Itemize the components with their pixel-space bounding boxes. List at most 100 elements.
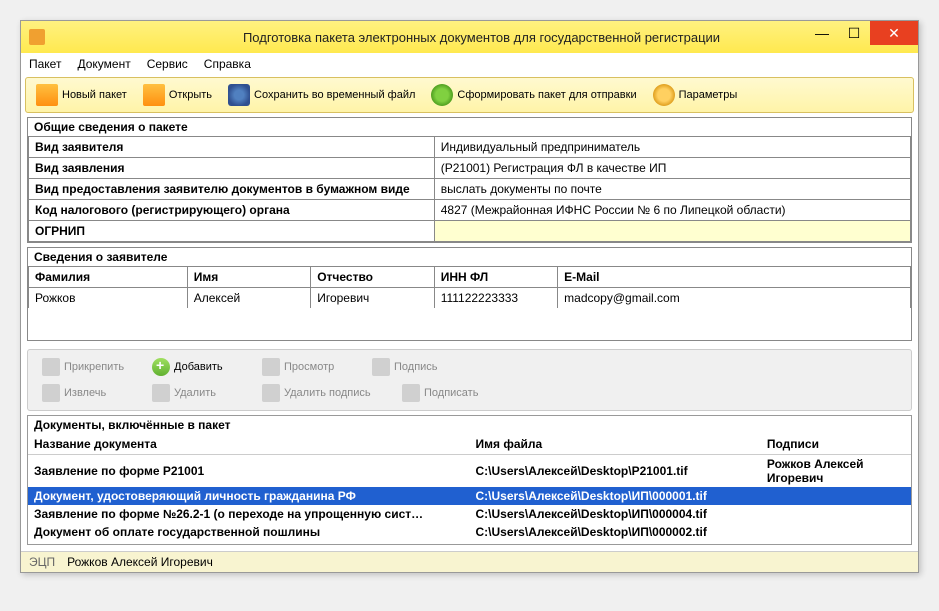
form-package-button[interactable]: Сформировать пакет для отправки bbox=[425, 82, 642, 108]
col-sig: Подписи bbox=[761, 434, 911, 455]
grid-cell[interactable]: madcopy@gmail.com bbox=[558, 288, 911, 308]
save-temp-button[interactable]: Сохранить во временный файл bbox=[222, 82, 421, 108]
disk-icon bbox=[228, 84, 250, 106]
table-row[interactable]: Заявление по форме №26.2-1 (о переходе н… bbox=[28, 505, 911, 523]
table-cell: C:\Users\Алексей\Desktop\ИП\000002.tif bbox=[470, 523, 761, 541]
btn-label: Извлечь bbox=[64, 387, 106, 399]
section-title: Общие сведения о пакете bbox=[28, 118, 911, 136]
open-button[interactable]: Открыть bbox=[137, 82, 218, 108]
col-file: Имя файла bbox=[470, 434, 761, 455]
btn-label: Удалить подпись bbox=[284, 387, 371, 399]
add-button[interactable]: Добавить bbox=[144, 356, 254, 378]
table-cell: Заявление по форме №26.2-1 (о переходе н… bbox=[28, 505, 470, 523]
package-info-section: Общие сведения о пакете Вид заявителяИнд… bbox=[27, 117, 912, 243]
grid-header: E-Mail bbox=[558, 267, 911, 288]
info-value[interactable]: Индивидуальный предприниматель bbox=[434, 137, 910, 158]
toolbar-label: Открыть bbox=[169, 89, 212, 101]
btn-label: Удалить bbox=[174, 387, 216, 399]
app-window: Подготовка пакета электронных документов… bbox=[20, 20, 919, 573]
table-cell bbox=[761, 523, 911, 541]
titlebar[interactable]: Подготовка пакета электронных документов… bbox=[21, 21, 918, 53]
status-label: ЭЦП bbox=[29, 555, 55, 569]
add-icon bbox=[152, 358, 170, 376]
table-cell: C:\Users\Алексей\Desktop\ИП\000001.tif bbox=[470, 487, 761, 505]
view-button[interactable]: Просмотр bbox=[254, 356, 364, 378]
grid-header: Отчество bbox=[311, 267, 434, 288]
section-title: Сведения о заявителе bbox=[28, 248, 911, 266]
section-title: Документы, включённые в пакет bbox=[28, 416, 911, 434]
table-cell: C:\Users\Алексей\Desktop\Р21001.tif bbox=[470, 455, 761, 488]
menu-package[interactable]: Пакет bbox=[29, 57, 61, 71]
maximize-button[interactable]: ☐ bbox=[838, 21, 870, 45]
toolbar-label: Параметры bbox=[679, 89, 738, 101]
applicant-grid: ФамилияИмяОтчествоИНН ФЛE-Mail bbox=[28, 266, 911, 288]
extract-icon bbox=[42, 384, 60, 402]
toolbar-label: Сформировать пакет для отправки bbox=[457, 89, 636, 101]
info-label: Вид предоставления заявителю документов … bbox=[29, 179, 435, 200]
folder-open-icon bbox=[143, 84, 165, 106]
view-icon bbox=[262, 358, 280, 376]
col-name: Название документа bbox=[28, 434, 470, 455]
table-cell bbox=[761, 487, 911, 505]
close-button[interactable]: ✕ bbox=[870, 21, 918, 45]
folder-icon bbox=[36, 84, 58, 106]
info-label: Вид заявления bbox=[29, 158, 435, 179]
signature-icon bbox=[372, 358, 390, 376]
status-value: Рожков Алексей Игоревич bbox=[67, 555, 213, 569]
extract-button[interactable]: Извлечь bbox=[34, 382, 144, 404]
grid-header: ИНН ФЛ bbox=[434, 267, 557, 288]
delete-sig-icon bbox=[262, 384, 280, 402]
applicant-section: Сведения о заявителе ФамилияИмяОтчествоИ… bbox=[27, 247, 912, 341]
info-value[interactable]: выслать документы по почте bbox=[434, 179, 910, 200]
menu-document[interactable]: Документ bbox=[77, 57, 130, 71]
info-value[interactable] bbox=[434, 221, 910, 242]
toolbar-label: Новый пакет bbox=[62, 89, 127, 101]
toolbar-label: Сохранить во временный файл bbox=[254, 89, 415, 101]
minimize-button[interactable]: — bbox=[806, 21, 838, 45]
window-title: Подготовка пакета электронных документов… bbox=[53, 30, 910, 45]
info-label: Вид заявителя bbox=[29, 137, 435, 158]
attach-icon bbox=[42, 358, 60, 376]
document-toolbar: Прикрепить Добавить Просмотр Подпись Изв… bbox=[27, 349, 912, 411]
table-cell: Рожков Алексей Игоревич bbox=[761, 455, 911, 488]
params-button[interactable]: Параметры bbox=[647, 82, 744, 108]
grid-cell[interactable]: 111122223333 bbox=[434, 288, 557, 308]
btn-label: Прикрепить bbox=[64, 361, 124, 373]
delete-signature-button[interactable]: Удалить подпись bbox=[254, 382, 394, 404]
info-label: ОГРНИП bbox=[29, 221, 435, 242]
grid-cell[interactable]: Алексей bbox=[187, 288, 310, 308]
check-icon bbox=[431, 84, 453, 106]
menu-service[interactable]: Сервис bbox=[147, 57, 188, 71]
grid-cell[interactable]: Рожков bbox=[29, 288, 188, 308]
info-value[interactable]: 4827 (Межрайонная ИФНС России № 6 по Лип… bbox=[434, 200, 910, 221]
table-cell bbox=[761, 505, 911, 523]
signature-button[interactable]: Подпись bbox=[364, 356, 474, 378]
table-row[interactable]: Заявление по форме Р21001C:\Users\Алексе… bbox=[28, 455, 911, 488]
main-toolbar: Новый пакет Открыть Сохранить во временн… bbox=[25, 77, 914, 113]
grid-header: Фамилия bbox=[29, 267, 188, 288]
menu-help[interactable]: Справка bbox=[204, 57, 251, 71]
table-cell: Заявление по форме Р21001 bbox=[28, 455, 470, 488]
table-row[interactable]: Документ об оплате государственной пошли… bbox=[28, 523, 911, 541]
grid-cell[interactable]: Игоревич bbox=[311, 288, 434, 308]
menubar: Пакет Документ Сервис Справка bbox=[21, 53, 918, 75]
gear-icon bbox=[653, 84, 675, 106]
documents-section: Документы, включённые в пакет Название д… bbox=[27, 415, 912, 545]
sign-icon bbox=[402, 384, 420, 402]
btn-label: Просмотр bbox=[284, 361, 334, 373]
btn-label: Подпись bbox=[394, 361, 438, 373]
table-cell: Документ об оплате государственной пошли… bbox=[28, 523, 470, 541]
sign-button[interactable]: Подписать bbox=[394, 382, 504, 404]
delete-button[interactable]: Удалить bbox=[144, 382, 254, 404]
table-row[interactable]: Документ, удостоверяющий личность гражда… bbox=[28, 487, 911, 505]
documents-table[interactable]: Название документа Имя файла Подписи Зая… bbox=[28, 434, 911, 541]
btn-label: Подписать bbox=[424, 387, 478, 399]
delete-icon bbox=[152, 384, 170, 402]
btn-label: Добавить bbox=[174, 361, 223, 373]
attach-button[interactable]: Прикрепить bbox=[34, 356, 144, 378]
table-cell: C:\Users\Алексей\Desktop\ИП\000004.tif bbox=[470, 505, 761, 523]
content-area: Общие сведения о пакете Вид заявителяИнд… bbox=[21, 117, 918, 551]
new-package-button[interactable]: Новый пакет bbox=[30, 82, 133, 108]
info-value[interactable]: (Р21001) Регистрация ФЛ в качестве ИП bbox=[434, 158, 910, 179]
info-label: Код налогового (регистрирующего) органа bbox=[29, 200, 435, 221]
